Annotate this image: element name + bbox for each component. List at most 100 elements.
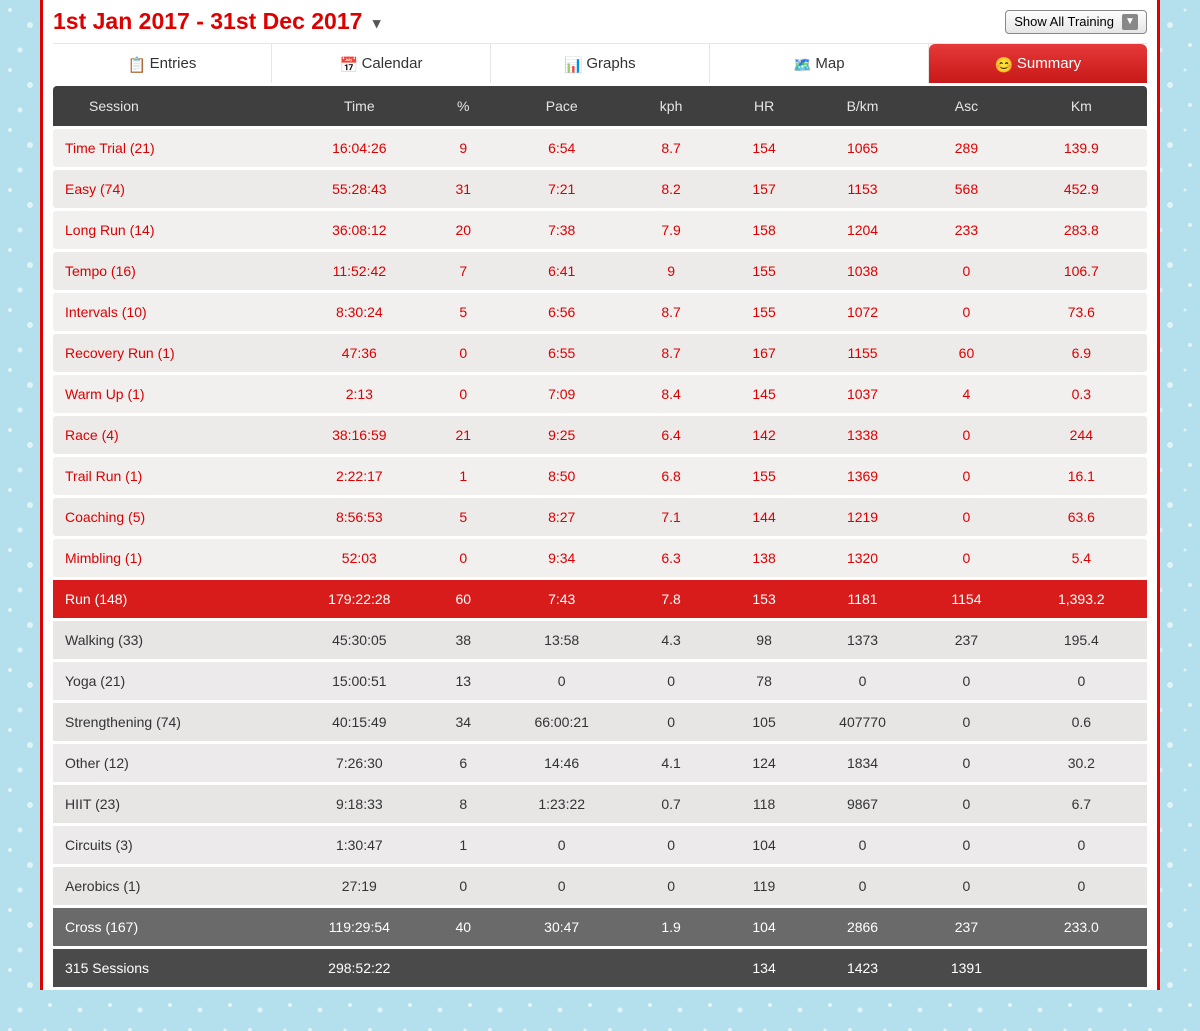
col-hr[interactable]: HR: [720, 86, 808, 126]
value-cell: 1153: [808, 170, 917, 208]
col-pace[interactable]: Pace: [502, 86, 622, 126]
table-row[interactable]: Trail Run (1)2:22:1718:506.81551369016.1: [53, 457, 1147, 495]
value-cell: 16.1: [1016, 457, 1147, 495]
value-cell: 60: [917, 334, 1015, 372]
table-row[interactable]: Other (12)7:26:30614:464.11241834030.2: [53, 744, 1147, 782]
value-cell: 7.8: [622, 580, 720, 618]
table-row[interactable]: 315 Sessions298:52:2213414231391: [53, 949, 1147, 987]
value-cell: 6:56: [502, 293, 622, 331]
table-row[interactable]: Circuits (3)1:30:47100104000: [53, 826, 1147, 864]
value-cell: 6: [425, 744, 502, 782]
chevron-down-icon: ▾: [373, 15, 381, 32]
value-cell: 0: [917, 457, 1015, 495]
value-cell: 289: [917, 129, 1015, 167]
value-cell: 0: [917, 785, 1015, 823]
value-cell: 195.4: [1016, 621, 1147, 659]
table-row[interactable]: Long Run (14)36:08:12207:387.91581204233…: [53, 211, 1147, 249]
value-cell: 8.2: [622, 170, 720, 208]
value-cell: 119: [720, 867, 808, 905]
value-cell: 0: [1016, 867, 1147, 905]
value-cell: 5: [425, 498, 502, 536]
value-cell: 1.9: [622, 908, 720, 946]
session-cell: Race (4): [53, 416, 294, 454]
table-row[interactable]: HIIT (23)9:18:3381:23:220.7118986706.7: [53, 785, 1147, 823]
date-range[interactable]: 1st Jan 2017 - 31st Dec 2017 ▾: [53, 8, 380, 35]
value-cell: 30.2: [1016, 744, 1147, 782]
table-row[interactable]: Strengthening (74)40:15:493466:00:210105…: [53, 703, 1147, 741]
value-cell: 6:54: [502, 129, 622, 167]
value-cell: 30:47: [502, 908, 622, 946]
tab-graphs[interactable]: 📊Graphs: [491, 44, 710, 83]
value-cell: 167: [720, 334, 808, 372]
col-session[interactable]: Session: [53, 86, 294, 126]
value-cell: 0: [425, 539, 502, 577]
value-cell: 4: [917, 375, 1015, 413]
table-row[interactable]: Aerobics (1)27:19000119000: [53, 867, 1147, 905]
value-cell: 15:00:51: [294, 662, 425, 700]
value-cell: 21: [425, 416, 502, 454]
value-cell: 0: [502, 826, 622, 864]
value-cell: 0: [1016, 826, 1147, 864]
value-cell: 1391: [917, 949, 1015, 987]
table-row[interactable]: Mimbling (1)52:0309:346.3138132005.4: [53, 539, 1147, 577]
value-cell: 0: [622, 703, 720, 741]
value-cell: 38:16:59: [294, 416, 425, 454]
value-cell: 237: [917, 621, 1015, 659]
col-bkm[interactable]: B/km: [808, 86, 917, 126]
session-cell: Long Run (14): [53, 211, 294, 249]
value-cell: 142: [720, 416, 808, 454]
value-cell: 45:30:05: [294, 621, 425, 659]
value-cell: 31: [425, 170, 502, 208]
value-cell: 7: [425, 252, 502, 290]
value-cell: 52:03: [294, 539, 425, 577]
tab-calendar[interactable]: 📅Calendar: [272, 44, 491, 83]
table-row[interactable]: Recovery Run (1)47:3606:558.71671155606.…: [53, 334, 1147, 372]
value-cell: 9: [622, 252, 720, 290]
tab-summary[interactable]: 😊Summary: [929, 44, 1147, 83]
session-cell: Aerobics (1): [53, 867, 294, 905]
value-cell: 7:26:30: [294, 744, 425, 782]
col-asc[interactable]: Asc: [917, 86, 1015, 126]
col-km[interactable]: Km: [1016, 86, 1147, 126]
header-bar: 1st Jan 2017 - 31st Dec 2017 ▾ Show All …: [53, 8, 1147, 35]
table-row[interactable]: Walking (33)45:30:053813:584.39813732371…: [53, 621, 1147, 659]
col-kph[interactable]: kph: [622, 86, 720, 126]
dropdown-label: Show All Training: [1014, 14, 1114, 29]
table-row[interactable]: Run (148)179:22:28607:437.8153118111541,…: [53, 580, 1147, 618]
value-cell: 7:38: [502, 211, 622, 249]
table-row[interactable]: Easy (74)55:28:43317:218.21571153568452.…: [53, 170, 1147, 208]
col-time[interactable]: Time: [294, 86, 425, 126]
table-row[interactable]: Time Trial (21)16:04:2696:548.7154106528…: [53, 129, 1147, 167]
value-cell: 34: [425, 703, 502, 741]
table-row[interactable]: Tempo (16)11:52:4276:41915510380106.7: [53, 252, 1147, 290]
value-cell: 6:41: [502, 252, 622, 290]
table-row[interactable]: Coaching (5)8:56:5358:277.11441219063.6: [53, 498, 1147, 536]
value-cell: 27:19: [294, 867, 425, 905]
value-cell: 7:21: [502, 170, 622, 208]
value-cell: 139.9: [1016, 129, 1147, 167]
value-cell: 1:23:22: [502, 785, 622, 823]
value-cell: 6.4: [622, 416, 720, 454]
session-cell: Warm Up (1): [53, 375, 294, 413]
table-row[interactable]: Yoga (21)15:00:51130078000: [53, 662, 1147, 700]
value-cell: 1: [425, 457, 502, 495]
tab-label: Calendar: [362, 55, 423, 72]
value-cell: 237: [917, 908, 1015, 946]
table-row[interactable]: Intervals (10)8:30:2456:568.71551072073.…: [53, 293, 1147, 331]
value-cell: 155: [720, 457, 808, 495]
value-cell: 118: [720, 785, 808, 823]
graphs-icon: 📊: [564, 56, 580, 72]
value-cell: 158: [720, 211, 808, 249]
tab-entries[interactable]: 📋Entries: [53, 44, 272, 83]
training-filter-dropdown[interactable]: Show All Training ▼: [1005, 10, 1147, 34]
table-row[interactable]: Warm Up (1)2:1307:098.4145103740.3: [53, 375, 1147, 413]
col-[interactable]: %: [425, 86, 502, 126]
table-row[interactable]: Race (4)38:16:59219:256.414213380244: [53, 416, 1147, 454]
value-cell: 0: [917, 498, 1015, 536]
value-cell: 1:30:47: [294, 826, 425, 864]
value-cell: 0.7: [622, 785, 720, 823]
table-row[interactable]: Cross (167)119:29:544030:471.91042866237…: [53, 908, 1147, 946]
value-cell: 9:25: [502, 416, 622, 454]
tab-map[interactable]: 🗺️Map: [710, 44, 929, 83]
value-cell: 1: [425, 826, 502, 864]
